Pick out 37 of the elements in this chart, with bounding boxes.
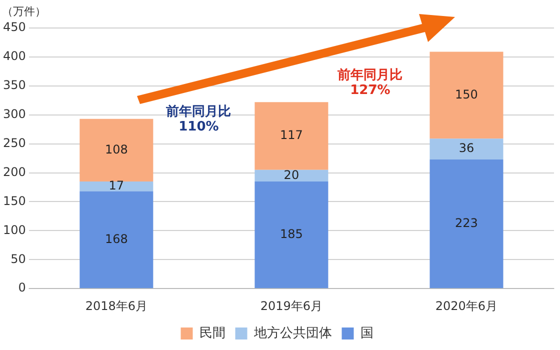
- y-tick-label: 150: [3, 194, 26, 208]
- data-label: 36: [458, 141, 474, 156]
- y-tick-label: 200: [3, 164, 26, 179]
- bar: [254, 181, 328, 288]
- annotation: 前年同月比 110%: [165, 104, 232, 134]
- bar: [430, 159, 504, 288]
- y-tick-label: 100: [3, 222, 26, 237]
- x-tick-label: 2020年6月: [435, 298, 498, 313]
- bar: [430, 138, 504, 160]
- data-label: 223: [455, 216, 478, 230]
- y-tick-label: 350: [3, 78, 26, 92]
- bar: [80, 118, 154, 182]
- y-tick-label: 450: [3, 20, 26, 34]
- bar: [430, 52, 504, 139]
- legend-label: 国: [360, 326, 374, 341]
- bar: [80, 191, 154, 288]
- y-tick-label: 250: [3, 136, 26, 150]
- x-tick-label: 2019年6月: [260, 298, 323, 313]
- y-tick-label: 400: [3, 49, 26, 64]
- data-label: 17: [108, 178, 124, 193]
- y-axis-title: （万件）: [2, 4, 46, 18]
- bar: [80, 181, 154, 192]
- y-tick-label: 50: [10, 252, 26, 266]
- data-label: 150: [455, 87, 478, 102]
- legend-label: 民間: [199, 326, 226, 341]
- y-tick-label: 0: [18, 280, 26, 295]
- data-label: 108: [104, 142, 128, 156]
- annotation: 前年同月比 127%: [336, 68, 403, 98]
- data-label: 168: [104, 232, 128, 246]
- data-label: 117: [280, 128, 303, 142]
- bar: [254, 170, 328, 182]
- legend-label: 地方公共団体: [252, 324, 332, 341]
- bar: [254, 102, 328, 170]
- y-tick-label: 300: [3, 106, 26, 121]
- data-label: 185: [280, 226, 303, 241]
- x-tick-label: 2018年6月: [85, 298, 148, 313]
- data-label: 20: [284, 168, 300, 182]
